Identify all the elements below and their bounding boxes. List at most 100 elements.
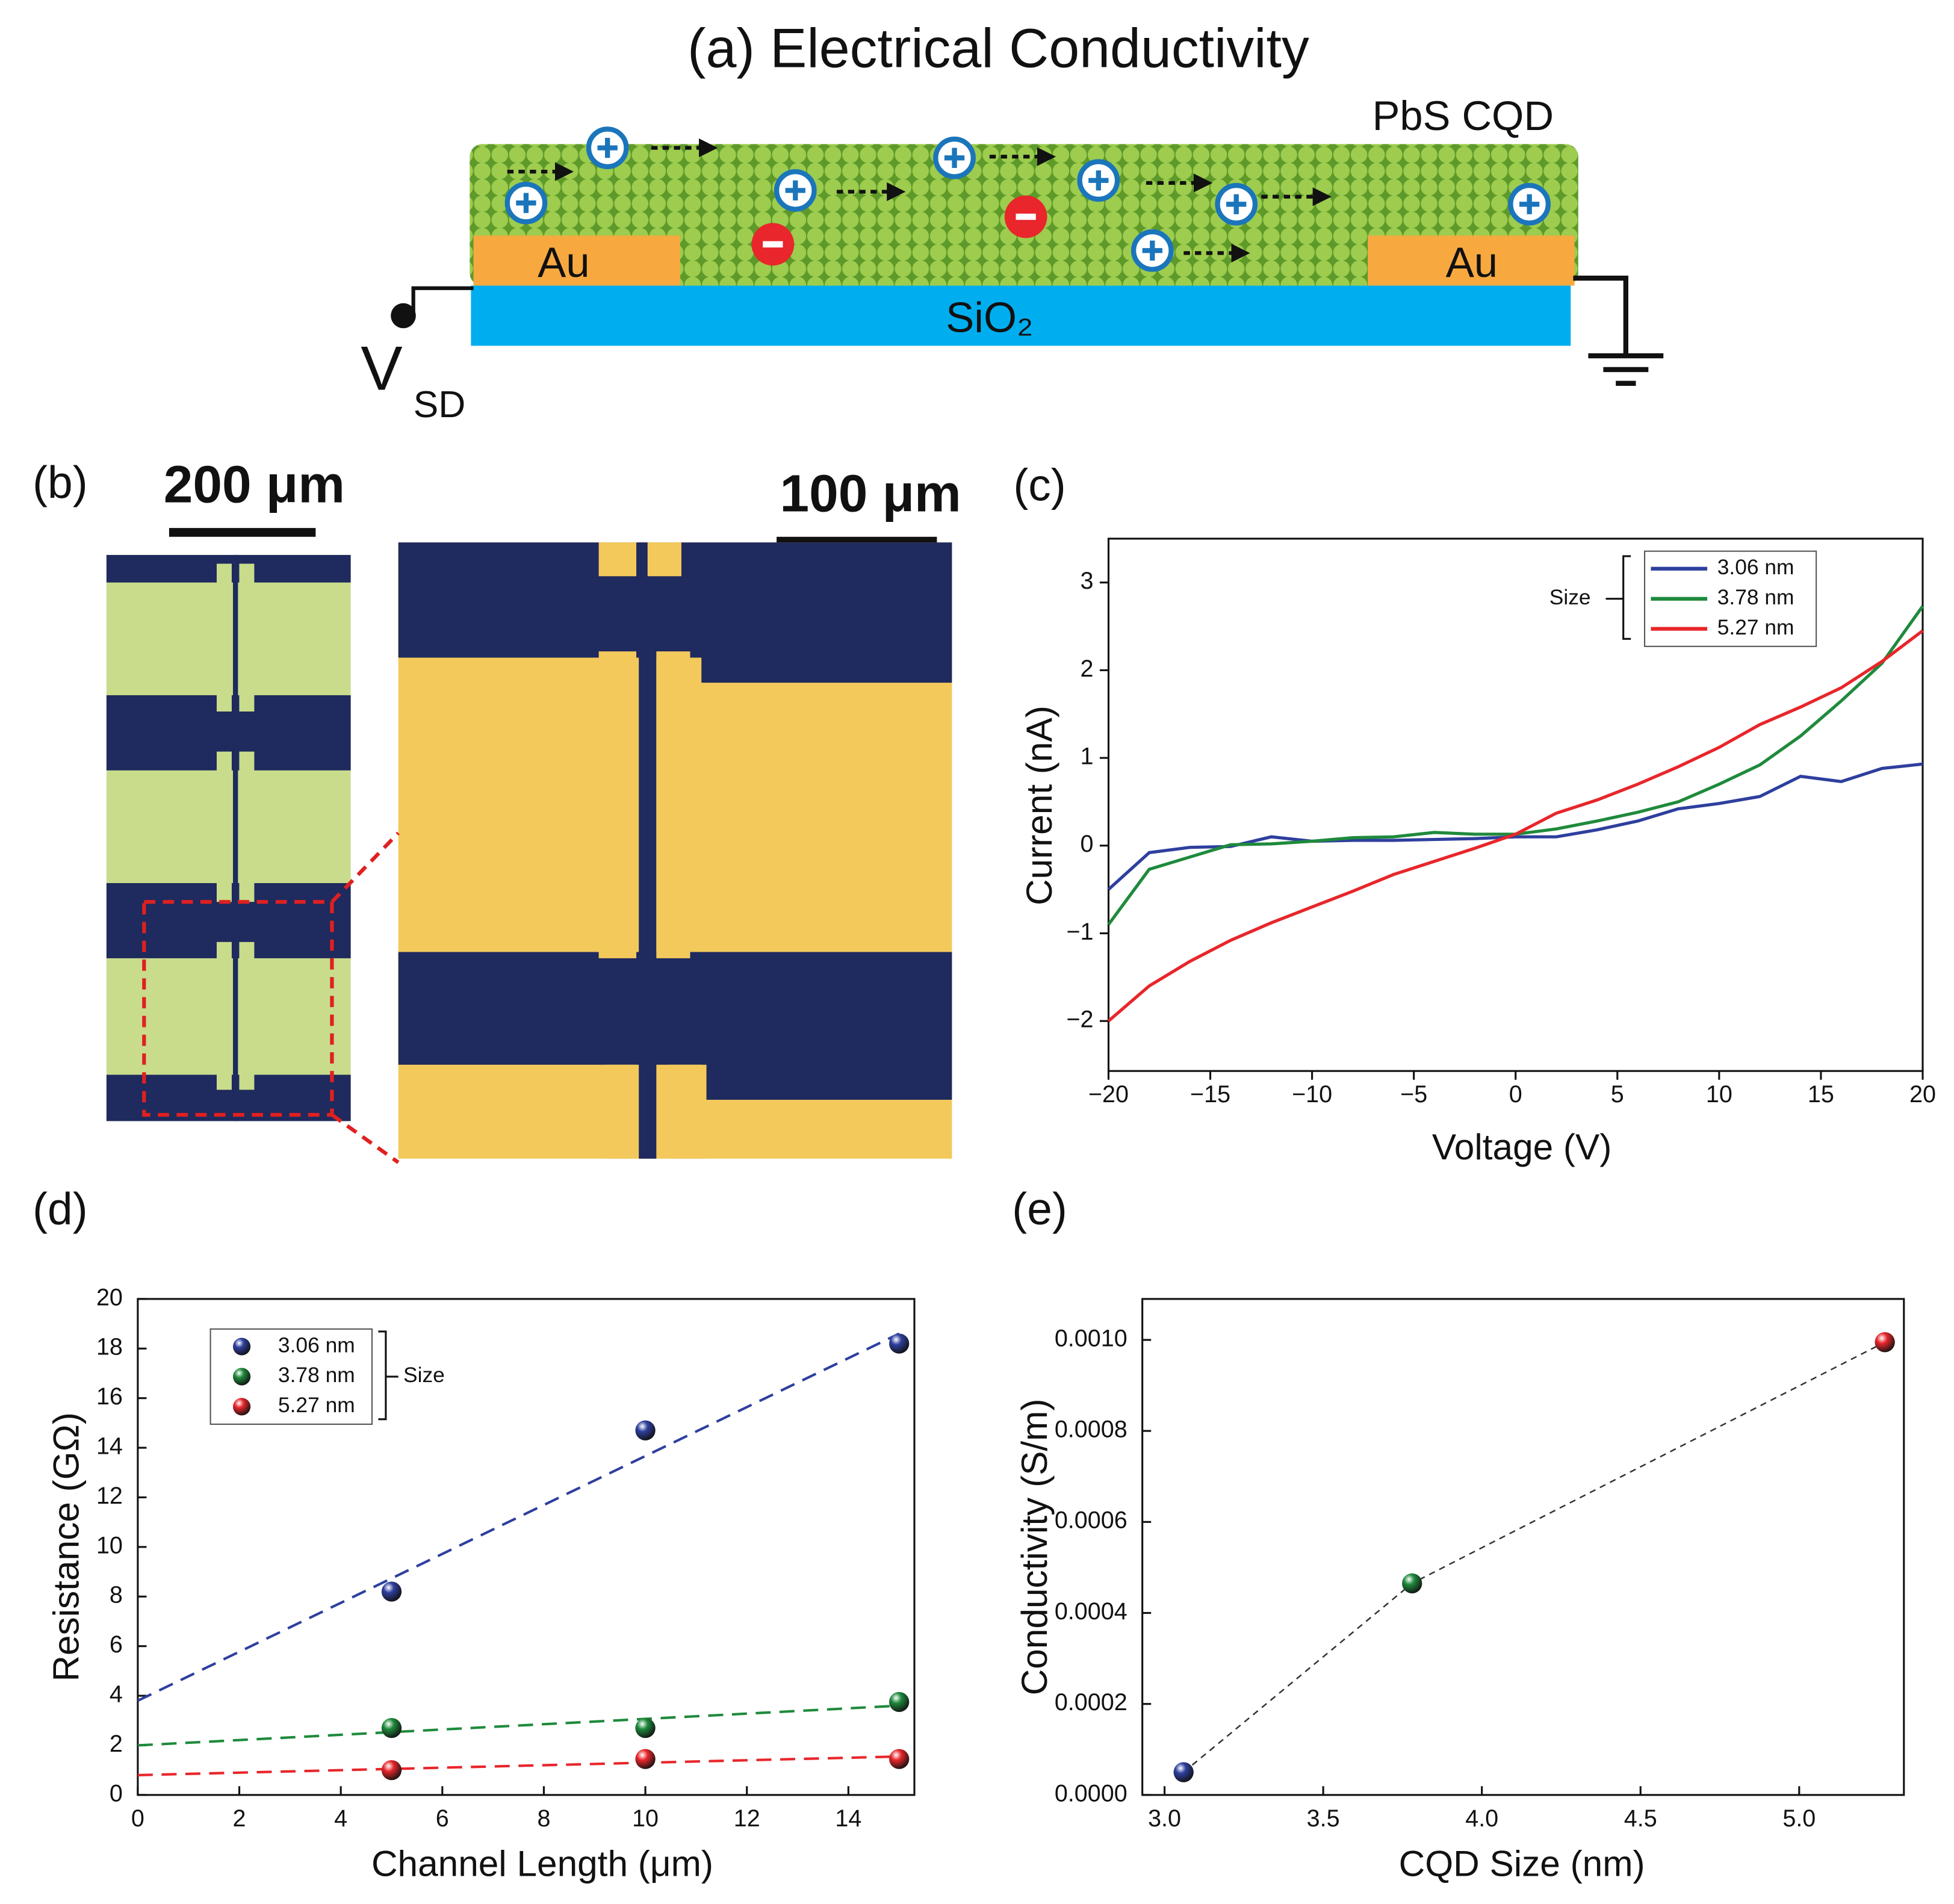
electrode <box>473 235 680 286</box>
legend-label: 5.27 nm <box>1717 616 1794 639</box>
x-tick-label: 2 <box>233 1805 246 1832</box>
scale-bar-label: 100 μm <box>780 464 961 523</box>
series-line <box>1107 605 1925 926</box>
hole-sign <box>516 193 536 213</box>
terminal <box>391 303 416 329</box>
legend-title: Size <box>1549 586 1591 609</box>
electrode-label: Au <box>1446 238 1498 286</box>
fit-line <box>137 1332 900 1702</box>
hole-sign <box>785 180 805 201</box>
x-tick-label: 12 <box>734 1805 760 1832</box>
y-tick-label: 0.0006 <box>1055 1507 1127 1534</box>
hole-sign <box>1519 194 1540 214</box>
fit-line <box>137 1755 899 1776</box>
hole-sign <box>1142 240 1162 261</box>
legend-label: 3.78 nm <box>1717 586 1794 609</box>
substrate <box>471 285 1571 346</box>
hole-sign <box>597 138 618 158</box>
x-tick-label: 14 <box>835 1805 861 1832</box>
zoom-box <box>142 900 334 1117</box>
y-axis-label: Conductivity (S/m) <box>1014 1398 1055 1695</box>
voltage-subscript: SD <box>414 383 466 426</box>
point <box>635 1717 656 1738</box>
y-tick-label: 2 <box>1081 656 1094 682</box>
x-tick-label: 15 <box>1808 1081 1834 1108</box>
x-tick-label: −15 <box>1190 1081 1230 1108</box>
legend-bracket <box>1605 555 1631 640</box>
legend-label: 3.06 nm <box>278 1333 355 1357</box>
layer-label: PbS CQD <box>1372 93 1554 139</box>
x-tick-label: 10 <box>1706 1081 1732 1108</box>
voltage-label: V <box>361 334 402 404</box>
panel-label: (c) <box>1013 459 1065 510</box>
micrograph-right <box>398 542 952 1159</box>
y-tick-label: 6 <box>110 1631 123 1658</box>
y-tick-label: 0.0010 <box>1055 1325 1127 1351</box>
x-tick-label: 6 <box>436 1805 449 1832</box>
hole-sign <box>1088 170 1109 191</box>
x-tick-label: 20 <box>1909 1081 1936 1108</box>
y-tick-label: 0 <box>110 1780 123 1806</box>
electrode <box>1368 235 1575 286</box>
y-tick-label: 16 <box>96 1383 123 1410</box>
ground <box>1573 275 1664 386</box>
fit-line <box>137 1704 899 1747</box>
y-tick-label: 2 <box>110 1731 123 1757</box>
y-axis-label: Resistance (GΩ) <box>45 1412 86 1681</box>
point <box>381 1760 402 1781</box>
legend-title: Size <box>403 1363 445 1387</box>
panel-label: (b) <box>33 457 88 507</box>
plot-frame <box>1141 1298 1905 1796</box>
x-axis-label: Voltage (V) <box>1432 1126 1611 1167</box>
hole-sign <box>1226 194 1247 214</box>
x-tick-label: 5.0 <box>1782 1805 1816 1832</box>
point <box>1875 1332 1895 1353</box>
y-tick-label: 18 <box>96 1334 123 1360</box>
point <box>1173 1762 1194 1782</box>
diagram-title: (a) Electrical Conductivity <box>687 18 1309 79</box>
point <box>889 1333 910 1354</box>
legend-marker <box>233 1398 251 1416</box>
legend-label: 5.27 nm <box>278 1394 355 1417</box>
scale-bar-label: 200 μm <box>164 455 345 514</box>
legend-label: 3.06 nm <box>1717 556 1794 579</box>
x-tick-label: 3.0 <box>1148 1805 1181 1832</box>
x-tick-label: 0 <box>131 1805 144 1832</box>
x-tick-label: 10 <box>632 1805 659 1832</box>
x-tick-label: −20 <box>1088 1081 1129 1108</box>
x-axis-label: Channel Length (μm) <box>371 1843 713 1884</box>
x-tick-label: −10 <box>1292 1081 1332 1108</box>
x-axis-label: CQD Size (nm) <box>1399 1843 1645 1884</box>
connect-line <box>1183 1341 1885 1773</box>
x-tick-label: 3.5 <box>1307 1805 1340 1832</box>
x-tick-label: 4 <box>334 1805 347 1832</box>
y-tick-label: 3 <box>1081 568 1094 594</box>
legend-marker <box>233 1368 251 1386</box>
point <box>889 1749 910 1769</box>
y-tick-label: 0.0000 <box>1055 1780 1127 1806</box>
point <box>889 1692 910 1713</box>
micrograph-left <box>106 554 351 1121</box>
x-tick-label: 4.5 <box>1624 1805 1657 1832</box>
carriers <box>504 126 1551 272</box>
y-axis-label: Current (nA) <box>1019 705 1059 905</box>
y-tick-label: 0.0004 <box>1055 1598 1127 1625</box>
y-tick-label: 20 <box>96 1284 123 1310</box>
x-tick-label: 8 <box>537 1805 550 1832</box>
y-tick-label: 1 <box>1081 743 1094 770</box>
point <box>381 1581 402 1602</box>
x-tick-label: 4.0 <box>1465 1805 1498 1832</box>
zoom-line <box>330 831 400 1164</box>
panel-label: (d) <box>33 1183 88 1234</box>
x-tick-label: 0 <box>1509 1081 1522 1108</box>
y-tick-label: 12 <box>96 1483 123 1509</box>
x-tick-label: −5 <box>1400 1081 1427 1108</box>
point <box>1402 1573 1422 1593</box>
y-tick-label: 14 <box>96 1433 123 1460</box>
series-line <box>1107 629 1924 1023</box>
y-tick-label: −2 <box>1066 1006 1093 1033</box>
point <box>381 1717 402 1738</box>
series-line <box>1107 762 1923 891</box>
